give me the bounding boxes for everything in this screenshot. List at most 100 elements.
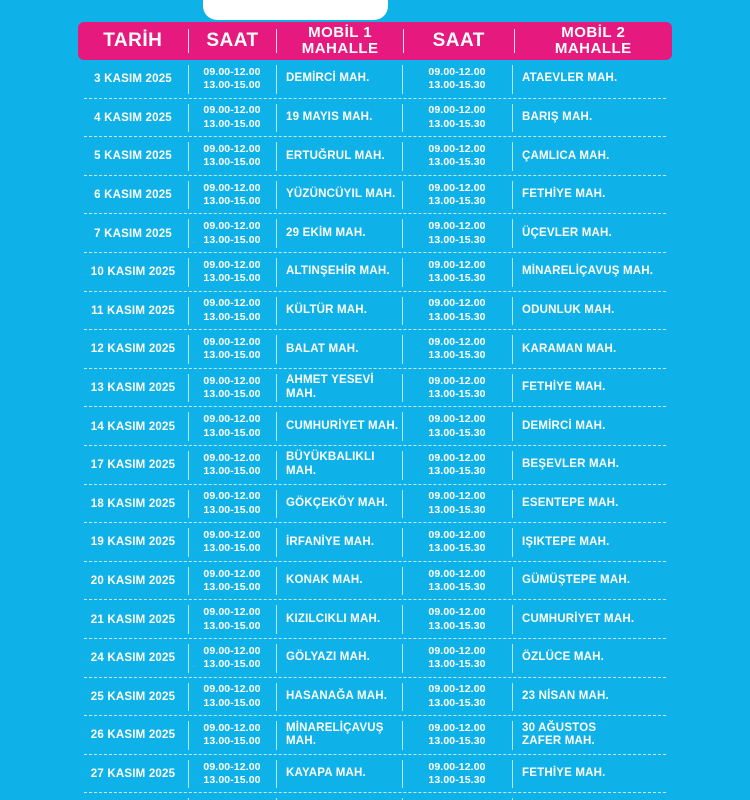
cell-divider [188, 721, 189, 750]
cell-time-2: 09.00-12.00 13.00-15.30 [402, 755, 512, 794]
cell-mobile-2: MİNARELİÇAVUŞ MAH. [512, 253, 670, 292]
cell-mobile-1: KONAK MAH. [276, 562, 402, 601]
cell-divider [188, 180, 189, 210]
time-2-text: 09.00-12.00 13.00-15.30 [428, 683, 486, 709]
cell-divider [188, 798, 189, 800]
cell-mobile-1: KAYAPA MAH. [276, 755, 402, 794]
time-1-text: 09.00-12.00 13.00-15.00 [203, 644, 261, 671]
cell-mobile-2: ODUNLUK MAH. [512, 292, 670, 331]
cell-mobile-2: ESENTEPE MAH. [512, 485, 670, 524]
header-time-2: SAAT [432, 30, 485, 52]
cell-time-1: 09.00-12.00 13.00-15.00 [188, 600, 276, 639]
cell-divider [402, 65, 403, 94]
cell-divider [512, 605, 513, 634]
cell-divider [188, 412, 189, 441]
date-text: 10 KASIM 2025 [90, 266, 176, 279]
date-text: 13 KASIM 2025 [90, 382, 176, 395]
table-row: 17 KASIM 2025 09.00-12.00 13.00-15.00 BÜYÜK… [78, 446, 672, 485]
cell-mobile-2: ATAEVLER MAH. [512, 60, 670, 99]
mobile-1-neighborhood: AHMET YESEVİ MAH. [286, 374, 374, 401]
cell-date: 3 KASIM 2025 [78, 60, 188, 99]
cell-date: 25 KASIM 2025 [78, 678, 188, 717]
table-row: 14 KASIM 2025 09.00-12.00 13.00-15.00 CUMHU… [78, 407, 672, 446]
date-text: 18 KASIM 2025 [90, 497, 176, 510]
cell-mobile-2: FETHİYE MAH. [512, 176, 670, 215]
date-text: 11 KASIM 2025 [91, 304, 175, 317]
time-2-text: 09.00-12.00 13.00-15.30 [428, 143, 486, 169]
cell-mobile-2: ÜÇEVLER MAH. [512, 214, 670, 253]
cell-divider [512, 759, 513, 789]
table-row: 19 KASIM 2025 09.00-12.00 13.00-15.00 İRFAN… [78, 523, 672, 562]
cell-divider [512, 180, 513, 210]
cell-mobile-1: İRFANİYE MAH. [276, 523, 402, 562]
time-2-text: 09.00-12.00 13.00-15.30 [428, 528, 486, 555]
cell-date: 13 KASIM 2025 [78, 369, 188, 408]
cell-date: 18 KASIM 2025 [78, 485, 188, 524]
cell-divider [188, 296, 189, 326]
date-text: 6 KASIM 2025 [94, 189, 172, 202]
cell-divider [402, 566, 403, 596]
cell-time-2: 09.00-12.00 13.00-15.30 [402, 716, 512, 755]
mobile-1-neighborhood: KAYAPA MAH. [286, 767, 366, 780]
cell-mobile-2: ÇAMLICA MAH. [512, 137, 670, 176]
cell-time-2: 09.00-12.00 13.00-15.30 [402, 176, 512, 215]
cell-divider [276, 103, 277, 133]
cell-divider [402, 180, 403, 210]
time-2-text: 09.00-12.00 13.00-15.30 [428, 336, 486, 362]
mobile-1-neighborhood: 29 EKİM MAH. [286, 226, 366, 239]
cell-mobile-2: BARIŞ MAH. [512, 99, 670, 138]
cell-time-2: 09.00-12.00 13.00-15.30 [402, 523, 512, 562]
cell-divider [512, 682, 513, 712]
mobile-1-neighborhood: KÜLTÜR MAH. [286, 303, 368, 316]
table-row: 3 KASIM 2025 09.00-12.00 13.00-15.00 DEMİRC… [78, 60, 672, 99]
date-text: 25 KASIM 2025 [90, 690, 176, 703]
cell-time-1: 09.00-12.00 13.00-15.00 [188, 99, 276, 138]
cell-divider [512, 566, 513, 596]
cell-time-2: 09.00-12.00 13.00-15.30 [402, 485, 512, 524]
cell-date: 11 KASIM 2025 [78, 292, 188, 331]
cell-date: 6 KASIM 2025 [78, 176, 188, 215]
table-row: 4 KASIM 2025 09.00-12.00 13.00-15.00 19 MAY… [78, 99, 672, 138]
date-text: 12 KASIM 2025 [90, 343, 176, 356]
date-text: 21 KASIM 2025 [90, 613, 176, 626]
mobile-2-neighborhood: KARAMAN MAH. [522, 342, 617, 355]
cell-divider [276, 489, 277, 519]
time-1-text: 09.00-12.00 13.00-15.00 [203, 143, 261, 169]
cell-divider [188, 257, 189, 287]
table-row: 11 KASIM 2025 09.00-12.00 13.00-15.00 KÜLTÜ… [78, 292, 672, 331]
cell-divider [512, 257, 513, 287]
table-row: 21 KASIM 2025 09.00-12.00 13.00-15.00 KIZIL… [78, 600, 672, 639]
cell-time-2: 09.00-12.00 13.00-15.30 [402, 600, 512, 639]
cell-divider [276, 643, 277, 673]
header-mobile-2-line2: MAHALLE [554, 40, 632, 57]
time-1-text: 09.00-12.00 13.00-15.00 [203, 490, 261, 516]
cell-divider [402, 373, 403, 403]
mobile-1-neighborhood: KIZILCIKLI MAH. [286, 612, 381, 625]
table-row: 18 KASIM 2025 09.00-12.00 13.00-15.00 GÖKÇE… [78, 485, 672, 524]
cell-date: 10 KASIM 2025 [78, 253, 188, 292]
mobile-2-neighborhood: IŞIKTEPE MAH. [522, 535, 610, 548]
header-divider-4 [513, 29, 515, 53]
cell-divider [276, 412, 277, 441]
cell-date: 17 KASIM 2025 [78, 446, 188, 485]
table-row: 6 KASIM 2025 09.00-12.00 13.00-15.00 YÜZÜNC… [78, 176, 672, 215]
cell-date: 19 KASIM 2025 [78, 523, 188, 562]
cell-time-1: 09.00-12.00 13.00-15.00 [188, 407, 276, 446]
cell-mobile-1: MİNARELİÇAVUŞ MAH. [276, 716, 402, 755]
cell-divider [402, 412, 403, 441]
table-row: 09.00-12.0009.00-12.00İHSANİYE HALK EVİ [78, 793, 672, 800]
cell-divider [512, 489, 513, 519]
cell-time-1: 09.00-12.00 13.00-15.00 [188, 137, 276, 176]
date-text: 27 KASIM 2025 [90, 767, 176, 780]
header-mobile-1-line2: MAHALLE [301, 40, 379, 57]
cell-mobile-2: 30 AĞUSTOS ZAFER MAH. [512, 716, 670, 755]
mobile-2-neighborhood: ÇAMLICA MAH. [522, 149, 610, 162]
table-row: 24 KASIM 2025 09.00-12.00 13.00-15.00 GÖLYA… [78, 639, 672, 678]
time-2-text: 09.00-12.00 13.00-15.30 [428, 451, 486, 478]
time-1-text: 09.00-12.00 13.00-15.00 [203, 567, 261, 594]
time-2-text: 09.00-12.00 13.00-15.30 [428, 760, 486, 786]
time-1-text: 09.00-12.00 13.00-15.00 [203, 336, 261, 362]
mobile-2-neighborhood: 23 NİSAN MAH. [522, 689, 609, 702]
cell-divider [188, 489, 189, 519]
